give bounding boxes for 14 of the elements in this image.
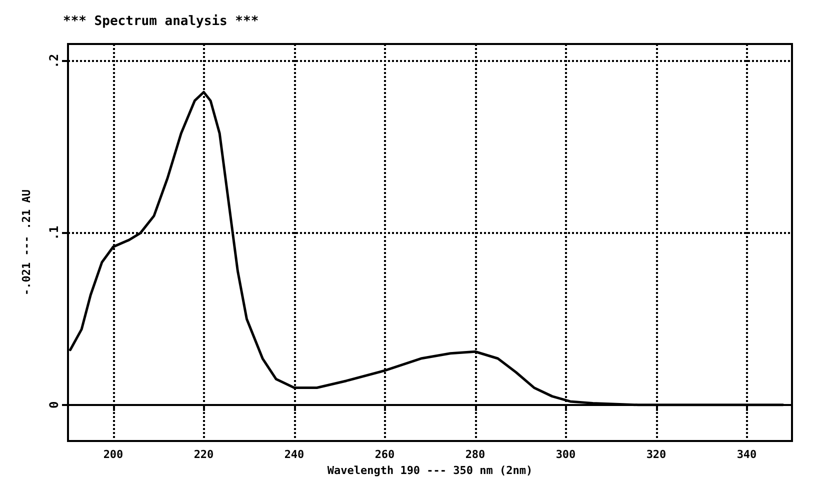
x-tick-label: 220 [194,448,214,461]
y-tick-label: .1 [47,226,61,240]
y-axis-title: -.021 --- .21 AU [20,189,33,296]
chart-title: *** Spectrum analysis *** [63,14,259,29]
x-tick-label: 260 [374,448,395,461]
x-tick-label: 200 [103,448,124,461]
x-tick-label: 340 [736,448,757,461]
y-tick-label: .2 [47,54,61,68]
x-tick-label: 280 [465,448,486,461]
y-tick-label: 0 [47,401,61,409]
x-tick-label: 240 [284,448,304,461]
x-tick-label: 300 [556,448,576,461]
x-axis-title: Wavelength 190 --- 350 nm (2nm) [327,464,533,477]
x-tick-label: 320 [646,448,666,461]
